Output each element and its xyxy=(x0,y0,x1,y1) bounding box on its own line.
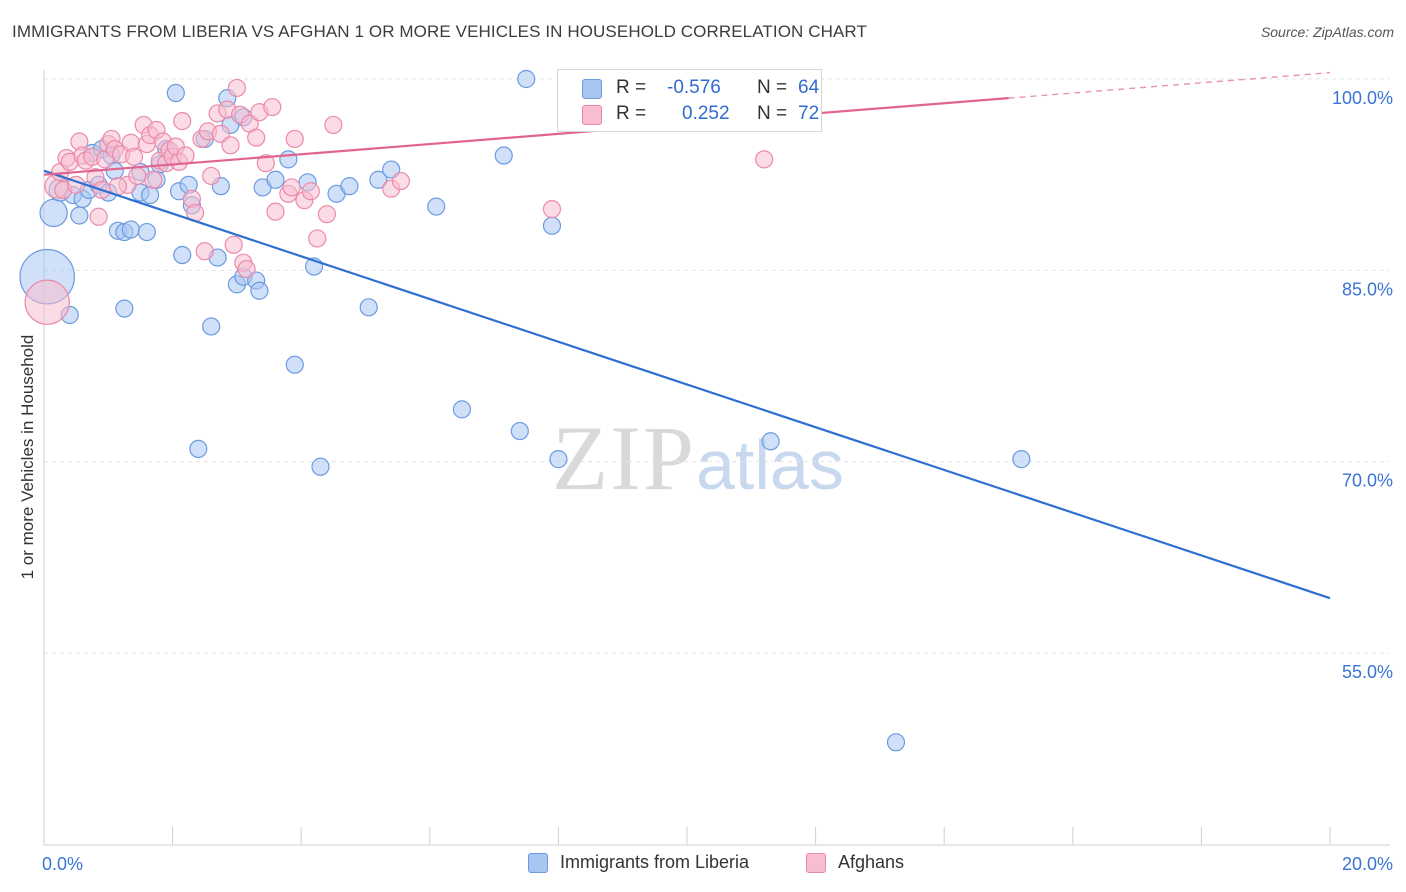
x-tick-label: 0.0% xyxy=(42,854,83,874)
afghans-point xyxy=(227,78,246,98)
tick-labels: 100.0% 85.0% 70.0% 55.0% 0.0% 20.0% xyxy=(42,88,1393,874)
liberia-point xyxy=(70,206,89,225)
liberia-point xyxy=(189,439,208,459)
afghans-trend-extension xyxy=(1008,71,1331,99)
afghans-point xyxy=(202,166,221,186)
afghans-point xyxy=(221,136,240,155)
afghans-point xyxy=(324,115,343,135)
source-label: Source: ZipAtlas.com xyxy=(1260,24,1394,40)
legend-n-value: 64 xyxy=(798,77,820,98)
liberia-point xyxy=(250,281,269,300)
liberia-point xyxy=(510,421,529,441)
zipatlas-watermark: ZIPatlas xyxy=(552,405,844,511)
y-tick-label: 55.0% xyxy=(1342,662,1393,682)
liberia-point xyxy=(39,198,68,228)
afghans-point xyxy=(282,178,301,197)
chart-title: IMMIGRANTS FROM LIBERIA VS AFGHAN 1 OR M… xyxy=(12,22,867,41)
legend-r-value: -0.576 xyxy=(667,77,721,98)
axes xyxy=(43,70,1390,846)
liberia-point xyxy=(266,170,285,189)
liberia-point xyxy=(340,177,359,196)
afghans-trend-line xyxy=(43,97,1009,176)
legend-label-liberia: Immigrants from Liberia xyxy=(560,852,750,872)
scatter-points xyxy=(19,69,1031,752)
afghans-point xyxy=(391,171,410,191)
afghans-point xyxy=(266,202,285,221)
trend-lines xyxy=(43,71,1331,600)
afghans-point xyxy=(195,242,214,261)
liberia-point xyxy=(369,170,388,189)
afghans-point xyxy=(308,229,327,248)
liberia-point xyxy=(173,245,192,265)
afghans-point xyxy=(128,166,147,186)
liberia-point xyxy=(137,222,156,242)
legend-swatch-afghans xyxy=(582,105,602,125)
legend-n-label: N = xyxy=(757,103,788,124)
legend-swatch-liberia xyxy=(528,853,548,873)
liberia-point xyxy=(517,69,536,89)
grid-lines xyxy=(44,78,1390,654)
legend-label-afghans: Afghans xyxy=(838,852,905,872)
afghans-point xyxy=(173,111,192,131)
afghans-point xyxy=(256,154,275,173)
liberia-point xyxy=(279,150,298,169)
liberia-point xyxy=(1012,450,1031,469)
afghans-point xyxy=(224,235,243,254)
liberia-trend-line xyxy=(43,169,1331,600)
liberia-point xyxy=(121,220,140,239)
liberia-point xyxy=(166,83,185,103)
liberia-point xyxy=(140,185,160,205)
correlation-legend: R = -0.576 N = 64 R = 0.252 N = 72 xyxy=(557,69,822,132)
watermark-zip: ZIP xyxy=(552,407,696,509)
liberia-point xyxy=(202,317,221,336)
afghans-point xyxy=(263,97,282,117)
liberia-point xyxy=(427,197,446,216)
legend-r-value: 0.252 xyxy=(682,103,730,124)
liberia-point xyxy=(311,457,330,476)
liberia-point xyxy=(549,450,568,469)
afghans-point xyxy=(317,205,337,224)
legend-n-value: 72 xyxy=(798,103,820,124)
afghans-point xyxy=(755,150,774,169)
legend-n-label: N = xyxy=(757,77,788,98)
afghans-point xyxy=(108,177,128,196)
liberia-point xyxy=(886,733,906,752)
liberia-point xyxy=(452,400,472,419)
afghans-point xyxy=(124,147,144,166)
y-tick-label: 100.0% xyxy=(1332,88,1393,108)
liberia-point xyxy=(115,299,134,318)
legend-r-label: R = xyxy=(616,77,647,98)
legend-swatch-afghans xyxy=(806,853,826,873)
legend-r-label: R = xyxy=(616,103,647,124)
liberia-point xyxy=(494,146,513,165)
afghans-point xyxy=(247,128,266,147)
afghans-point xyxy=(176,146,195,165)
x-tick-label: 20.0% xyxy=(1342,854,1393,874)
afghans-point xyxy=(285,129,304,149)
afghans-point xyxy=(24,279,70,325)
y-tick-label: 70.0% xyxy=(1342,471,1393,491)
liberia-point xyxy=(359,298,378,317)
afghans-point xyxy=(542,200,562,219)
afghans-point xyxy=(237,259,256,279)
liberia-point xyxy=(285,355,304,374)
y-tick-label: 85.0% xyxy=(1342,279,1393,299)
afghans-point xyxy=(144,170,163,189)
afghans-point xyxy=(301,182,320,201)
afghans-point xyxy=(89,207,108,226)
liberia-point xyxy=(542,216,562,235)
liberia-point xyxy=(761,432,780,451)
legend-swatch-liberia xyxy=(582,79,602,99)
